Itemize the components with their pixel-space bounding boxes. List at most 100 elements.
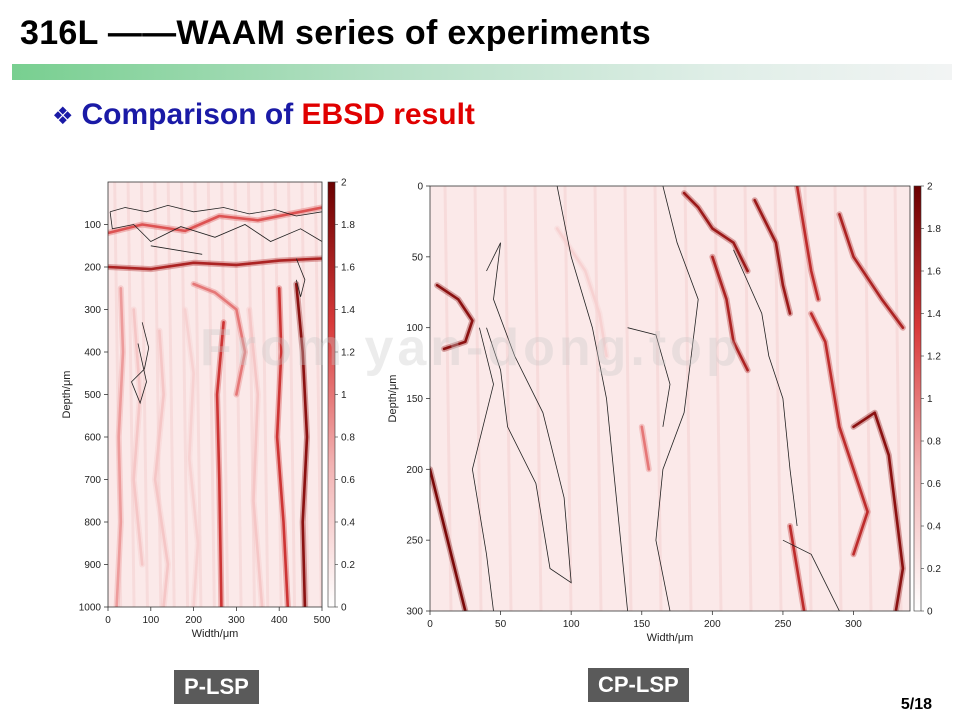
x-tick-label: 150 <box>633 619 650 630</box>
subtitle-highlight: EBSD result <box>301 98 475 131</box>
colorbar-tick-label: 2 <box>927 182 933 193</box>
misorientation-band <box>809 312 869 556</box>
texture-streak <box>443 186 453 611</box>
texture-streak <box>246 182 256 607</box>
misorientation-band <box>153 329 170 607</box>
grain-boundary <box>655 186 699 611</box>
misorientation-band <box>183 308 200 607</box>
x-tick-label: 500 <box>314 615 331 626</box>
colorbar-tick-label: 0.4 <box>341 518 355 529</box>
texture-streak <box>743 186 753 611</box>
texture-streak <box>533 186 543 611</box>
title-underline-bar <box>12 64 952 80</box>
caption-p-lsp: P-LSP <box>174 670 259 704</box>
y-tick-label: 800 <box>84 518 101 529</box>
texture-streak <box>653 186 663 611</box>
grain-boundary <box>471 327 494 611</box>
colorbar-tick-label: 0.8 <box>927 437 941 448</box>
texture-streak <box>193 182 203 607</box>
colorbar-tick-label: 0.2 <box>341 560 355 571</box>
x-axis-label: Width/μm <box>647 632 694 644</box>
colorbar-tick-label: 1.4 <box>341 305 355 316</box>
y-tick-label: 400 <box>84 348 101 359</box>
colorbar <box>913 185 922 612</box>
y-tick-label: 0 <box>417 182 423 193</box>
misorientation-band <box>682 191 749 273</box>
misorientation-band <box>430 468 467 611</box>
texture-streak <box>563 186 573 611</box>
colorbar-tick-label: 1.2 <box>927 352 941 363</box>
misorientation-band <box>753 198 792 315</box>
colorbar-tick-label: 1.6 <box>927 267 941 278</box>
misorientation-band <box>108 257 322 271</box>
colorbar-tick-label: 1.2 <box>341 348 355 359</box>
x-tick-label: 200 <box>704 619 721 630</box>
texture-streak <box>206 182 216 607</box>
colorbar-tick-label: 0 <box>341 603 347 614</box>
misorientation-band <box>215 321 225 607</box>
grain-boundary <box>627 327 671 427</box>
ebsd-map-p-lsp: 0 100 200 300 400 500 100 200 300 400 500 600 700 800… <box>60 170 370 650</box>
diamond-bullet-icon: ❖ <box>52 103 74 130</box>
texture-streak <box>166 182 176 607</box>
grain-boundary <box>556 186 628 611</box>
texture-streak <box>233 182 243 607</box>
colorbar-tick-label: 0.6 <box>927 479 941 490</box>
ebsd-map-cp-lsp: 0 50 100 150 200 250 300 0 50 100 150 200 250 300 Widt… <box>380 170 950 650</box>
texture-streak <box>126 182 136 607</box>
y-tick-label: 200 <box>84 263 101 274</box>
x-tick-label: 0 <box>427 619 433 630</box>
colorbar-tick-label: 1.6 <box>341 263 355 274</box>
colorbar-tick-label: 1 <box>927 394 933 405</box>
misorientation-band <box>795 186 820 301</box>
x-tick-label: 100 <box>563 619 580 630</box>
texture-streak <box>139 182 149 607</box>
ebsd-heatmap-p-lsp: 0 100 200 300 400 500 100 200 300 400 500 600 700 800… <box>61 178 355 641</box>
texture-streak <box>713 186 723 611</box>
colorbar-tick-label: 0.8 <box>341 433 355 444</box>
grain-boundary <box>295 258 306 297</box>
texture-streak <box>593 186 603 611</box>
y-tick-label: 300 <box>406 607 423 618</box>
x-tick-label: 100 <box>142 615 159 626</box>
misorientation-band <box>295 282 309 607</box>
misorientation-band <box>788 524 806 611</box>
y-tick-label: 300 <box>84 305 101 316</box>
texture-streak <box>313 182 322 607</box>
misorientation-band <box>838 213 905 329</box>
slide-subtitle: ❖ Comparison of EBSD result <box>52 98 475 132</box>
misorientation-band <box>132 308 144 566</box>
plot-area <box>430 186 906 611</box>
colorbar-tick-label: 1.8 <box>927 224 941 235</box>
texture-streak <box>833 186 843 611</box>
y-tick-label: 100 <box>84 220 101 231</box>
misorientation-band <box>435 283 474 351</box>
texture-streak <box>473 186 483 611</box>
colorbar <box>327 181 336 608</box>
y-tick-label: 1000 <box>79 603 102 614</box>
y-tick-label: 250 <box>406 536 423 547</box>
colorbar-tick-label: 2 <box>341 178 347 189</box>
grain-boundary <box>733 249 798 527</box>
subtitle-prefix: Comparison of <box>81 98 302 131</box>
page-number: 5/18 <box>900 696 932 713</box>
colorbar-tick-label: 0.2 <box>927 564 941 575</box>
texture-streak <box>803 186 813 611</box>
grain-boundary <box>131 322 150 405</box>
texture-streak <box>287 182 297 607</box>
grain-boundary <box>109 211 322 242</box>
y-axis-label: Depth/μm <box>61 371 73 419</box>
y-tick-label: 500 <box>84 390 101 401</box>
y-tick-label: 200 <box>406 465 423 476</box>
misorientation-band <box>640 425 651 471</box>
x-axis-label: Width/μm <box>192 628 239 640</box>
misorientation-band <box>192 282 247 396</box>
y-tick-label: 50 <box>412 252 424 263</box>
texture-streak <box>220 182 230 607</box>
texture-streak <box>863 186 873 611</box>
y-tick-label: 700 <box>84 475 101 486</box>
ebsd-heatmap-cp-lsp: 0 50 100 150 200 250 300 0 50 100 150 200 250 300 Widt… <box>387 182 941 645</box>
y-axis-label: Depth/μm <box>387 375 399 423</box>
y-tick-label: 600 <box>84 433 101 444</box>
slide-title: 316L ——WAAM series of experiments <box>20 14 651 52</box>
